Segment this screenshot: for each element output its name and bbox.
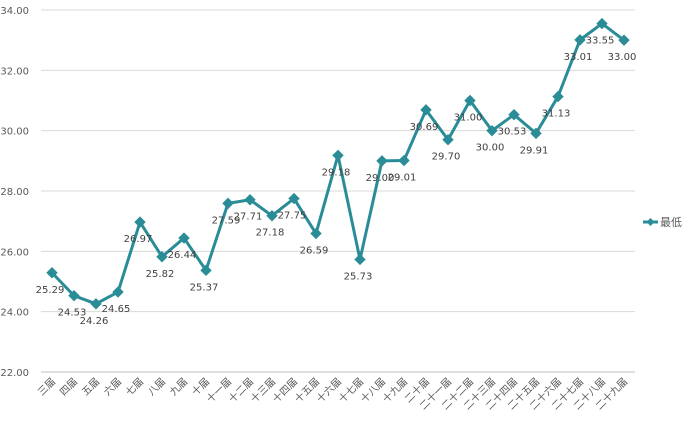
data-label: 31.13 bbox=[542, 109, 571, 120]
data-point bbox=[288, 192, 300, 205]
data-label: 25.82 bbox=[146, 269, 175, 280]
data-point bbox=[354, 253, 366, 266]
data-point bbox=[156, 251, 168, 263]
data-point bbox=[596, 17, 608, 30]
data-point bbox=[310, 227, 322, 240]
data-point bbox=[178, 232, 190, 244]
x-tick-label: 四届 bbox=[57, 376, 80, 399]
data-point bbox=[112, 286, 124, 298]
data-point bbox=[332, 149, 344, 162]
y-tick-label: 30.00 bbox=[0, 127, 29, 138]
legend[interactable]: 最低 bbox=[643, 216, 682, 229]
data-label: 27.75 bbox=[278, 211, 307, 222]
data-point bbox=[464, 94, 476, 107]
data-label: 27.71 bbox=[234, 212, 263, 223]
data-point bbox=[244, 194, 256, 206]
data-label: 26.97 bbox=[124, 234, 153, 245]
x-tick-label: 三届 bbox=[35, 376, 58, 399]
y-tick-label: 22.00 bbox=[0, 368, 29, 379]
data-point bbox=[442, 134, 454, 146]
data-point bbox=[134, 216, 146, 228]
data-point bbox=[200, 264, 212, 277]
data-point bbox=[46, 267, 58, 279]
data-label: 29.00 bbox=[366, 173, 395, 184]
y-tick-label: 34.00 bbox=[0, 6, 29, 17]
data-point bbox=[508, 108, 520, 121]
data-label: 24.65 bbox=[102, 304, 131, 315]
data-point bbox=[618, 34, 630, 46]
data-label: 24.53 bbox=[58, 308, 87, 319]
data-label: 27.59 bbox=[212, 215, 241, 226]
data-point bbox=[376, 155, 388, 167]
data-point bbox=[486, 124, 498, 137]
data-label: 25.29 bbox=[36, 285, 65, 296]
data-label: 25.37 bbox=[190, 282, 219, 293]
x-tick-label: 九届 bbox=[167, 376, 190, 399]
data-label: 27.18 bbox=[256, 228, 285, 239]
data-point bbox=[552, 90, 564, 103]
data-point bbox=[90, 298, 102, 310]
gridlines bbox=[41, 9, 635, 373]
data-point bbox=[574, 34, 586, 46]
y-tick-label: 32.00 bbox=[0, 66, 29, 77]
data-label: 29.18 bbox=[322, 167, 351, 178]
data-label: 33.00 bbox=[608, 52, 637, 63]
data-point bbox=[420, 104, 432, 116]
y-tick-label: 28.00 bbox=[0, 187, 29, 198]
y-tick-label: 24.00 bbox=[0, 308, 29, 319]
x-tick-label: 六届 bbox=[101, 376, 124, 399]
data-point bbox=[398, 154, 410, 167]
x-tick-label: 七届 bbox=[123, 376, 146, 399]
legend-label: 最低 bbox=[660, 216, 682, 229]
x-axis: 三届 四届 五届 六届 七届 八届 九届 十届十一届十二届十三届十四届十五届十六届十七届十八届… bbox=[35, 375, 630, 412]
data-label: 31.00 bbox=[454, 113, 483, 124]
y-tick-label: 26.00 bbox=[0, 247, 29, 258]
data-point bbox=[266, 210, 278, 222]
data-label: 33.01 bbox=[564, 52, 593, 63]
data-label: 29.70 bbox=[432, 152, 461, 163]
series-lowest bbox=[46, 17, 630, 310]
data-label: 24.26 bbox=[80, 316, 109, 327]
data-label: 26.44 bbox=[168, 250, 197, 261]
data-point bbox=[530, 127, 542, 140]
x-tick-label: 八届 bbox=[145, 376, 168, 399]
data-label: 29.91 bbox=[520, 145, 549, 156]
data-label: 30.69 bbox=[410, 122, 439, 133]
data-label: 26.59 bbox=[300, 246, 329, 257]
x-tick-label: 五届 bbox=[79, 376, 102, 399]
data-label: 29.01 bbox=[388, 173, 417, 184]
data-point bbox=[68, 289, 80, 302]
data-label: 33.55 bbox=[586, 36, 615, 47]
data-point bbox=[222, 197, 234, 210]
data-label: 25.73 bbox=[344, 271, 373, 282]
legend-marker bbox=[646, 218, 655, 226]
data-label: 30.53 bbox=[498, 127, 527, 138]
series-line bbox=[50, 22, 626, 306]
data-label: 30.00 bbox=[476, 143, 505, 154]
y-axis: 22.00 24.00 26.00 28.00 30.00 32.00 34.00 bbox=[0, 6, 29, 379]
